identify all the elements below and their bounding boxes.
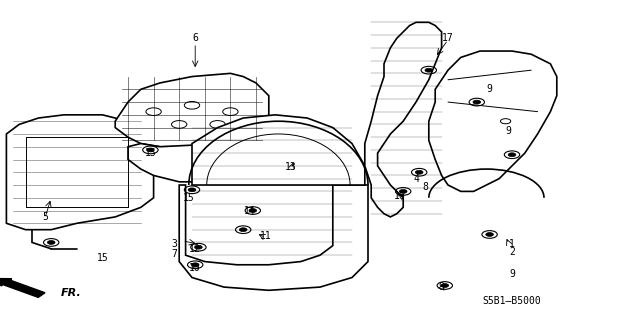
FancyArrow shape: [0, 278, 45, 297]
Text: 9: 9: [509, 269, 515, 279]
Text: 4: 4: [413, 174, 419, 184]
Polygon shape: [128, 144, 243, 182]
Text: 2: 2: [509, 247, 515, 257]
Polygon shape: [429, 51, 557, 191]
Text: 17: 17: [442, 33, 454, 43]
Text: 16: 16: [394, 191, 406, 201]
Text: 12: 12: [189, 244, 201, 254]
Text: 9: 9: [438, 282, 445, 292]
Text: 5: 5: [42, 212, 48, 222]
Text: 1: 1: [509, 239, 515, 249]
Text: 11: 11: [260, 231, 271, 241]
Text: 15: 15: [183, 193, 195, 203]
Text: 15: 15: [145, 148, 156, 158]
Polygon shape: [192, 115, 365, 185]
Circle shape: [249, 209, 257, 212]
Text: 13: 13: [285, 162, 297, 173]
Text: 8: 8: [422, 182, 429, 192]
Circle shape: [508, 153, 516, 157]
Text: 14: 14: [244, 205, 255, 216]
Circle shape: [147, 148, 154, 152]
Text: 10: 10: [189, 263, 201, 273]
Polygon shape: [365, 22, 442, 217]
Polygon shape: [179, 185, 368, 290]
Polygon shape: [6, 115, 154, 230]
Circle shape: [399, 189, 407, 193]
Text: S5B1—B5000: S5B1—B5000: [483, 296, 541, 307]
Circle shape: [47, 241, 55, 244]
Circle shape: [195, 245, 202, 249]
Text: 9: 9: [486, 84, 493, 94]
Circle shape: [191, 263, 199, 267]
Polygon shape: [115, 73, 269, 147]
Circle shape: [473, 100, 481, 104]
Text: 3: 3: [171, 239, 177, 249]
Text: 9: 9: [506, 126, 512, 136]
Text: FR.: FR.: [61, 288, 81, 299]
Circle shape: [486, 233, 493, 236]
Text: 15: 15: [97, 253, 108, 263]
Text: 6: 6: [192, 33, 198, 43]
Circle shape: [188, 188, 196, 192]
Circle shape: [425, 68, 433, 72]
Circle shape: [239, 228, 247, 232]
Circle shape: [415, 170, 423, 174]
Text: 7: 7: [171, 249, 177, 259]
Circle shape: [441, 284, 449, 287]
